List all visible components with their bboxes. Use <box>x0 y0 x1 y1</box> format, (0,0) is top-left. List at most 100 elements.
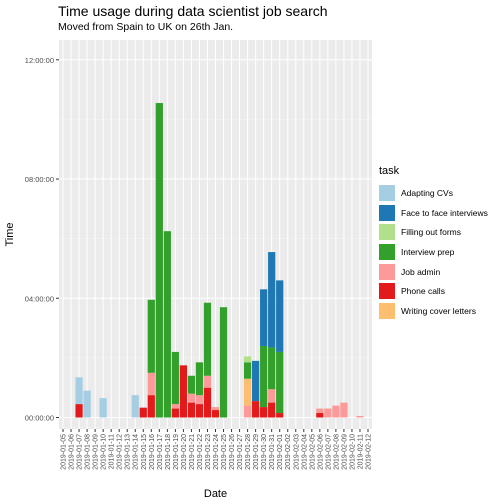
y-axis-title: Time <box>4 222 16 246</box>
bar-segment <box>356 416 364 418</box>
bar-segment <box>243 362 252 379</box>
legend-label: Adapting CVs <box>401 188 453 198</box>
bar-segment <box>276 351 284 414</box>
legend-item: Filling out forms <box>379 223 488 241</box>
chart-title: Time usage during data scientist job sea… <box>58 3 328 19</box>
bar-segment <box>276 280 284 352</box>
bar-segment <box>268 389 276 403</box>
x-tick-label: 2019-02-02 <box>285 434 292 470</box>
legend-swatch <box>379 263 395 280</box>
x-tick-label: 2019-01-14 <box>133 434 140 470</box>
bar-segment <box>252 360 260 402</box>
x-tick-label: 2019-01-30 <box>261 434 268 470</box>
bar-segment <box>324 408 332 418</box>
bar-segment <box>163 231 171 418</box>
bar-segment <box>75 377 83 405</box>
legend-item: Job admin <box>379 263 488 281</box>
legend-swatch <box>379 244 395 261</box>
bar-segment <box>268 347 276 390</box>
legend-item: Writing cover letters <box>379 302 488 320</box>
x-tick-label: 2019-02-07 <box>325 434 332 470</box>
legend-label: Interview prep <box>401 247 455 258</box>
x-tick-label: 2019-02-11 <box>357 434 364 469</box>
x-tick-label: 2019-01-31 <box>269 434 276 470</box>
x-tick-label: 2019-01-16 <box>149 434 156 470</box>
x-tick-label: 2019-01-23 <box>205 434 212 470</box>
x-tick-label: 2019-02-01 <box>277 434 284 470</box>
x-tick-label: 2019-01-13 <box>125 434 132 470</box>
bar-segment <box>276 413 284 418</box>
bar-segment <box>187 375 196 394</box>
legend-label: Filling out forms <box>401 227 461 238</box>
bar-segment <box>171 408 179 418</box>
y-tick-label: 04:00:00 <box>25 294 54 303</box>
x-axis-title: Date <box>204 488 227 500</box>
bar-segment <box>260 289 268 346</box>
bar-segment <box>243 356 252 363</box>
bar-segment <box>203 302 212 376</box>
legend: Adapting CVs Face to face interviews Filli… <box>379 184 488 322</box>
x-tick-label: 2019-01-06 <box>69 434 76 470</box>
bar-segment <box>316 413 324 418</box>
legend-item: Interview prep <box>379 243 488 261</box>
bar-segment <box>195 362 204 396</box>
legend-swatch <box>379 224 395 241</box>
x-tick-label: 2019-01-19 <box>173 434 180 470</box>
x-tick-label: 2019-01-20 <box>181 434 188 470</box>
y-tick-label: 00:00:00 <box>25 414 54 423</box>
bar-segment <box>195 404 204 418</box>
legend-swatch <box>379 283 395 300</box>
bar-segment <box>260 345 268 408</box>
x-tick-label: 2019-01-08 <box>85 434 92 470</box>
chart-subtitle: Moved from Spain to UK on 26th Jan. <box>58 21 234 33</box>
bar-segment <box>219 307 228 418</box>
bar-segment <box>268 402 276 418</box>
x-tick-label: 2019-02-09 <box>341 434 348 470</box>
x-tick-label: 2019-01-12 <box>117 434 124 470</box>
y-tick-label: 08:00:00 <box>25 175 54 184</box>
x-tick-label: 2019-01-21 <box>189 434 196 470</box>
x-tick-label: 2019-01-10 <box>101 434 108 470</box>
x-tick-label: 2019-01-25 <box>221 434 228 470</box>
x-tick-label: 2019-01-07 <box>77 434 84 470</box>
bar-segment <box>147 372 155 396</box>
x-tick-label: 2019-01-22 <box>197 434 204 470</box>
bar-segment <box>211 407 220 411</box>
x-tick-label: 2019-02-04 <box>301 434 308 470</box>
bar-segment <box>252 401 260 418</box>
x-tick-label: 2019-01-26 <box>229 434 236 470</box>
bar-segment <box>195 395 204 405</box>
x-tick-label: 2019-01-15 <box>141 434 148 470</box>
bar-segment <box>187 393 196 403</box>
x-tick-label: 2019-01-09 <box>93 434 100 470</box>
legend-swatch <box>379 303 395 320</box>
bar-segment <box>99 398 107 418</box>
x-tick-label: 2019-02-06 <box>317 434 324 470</box>
legend-label: Phone calls <box>401 286 445 297</box>
bar-segment <box>83 390 91 418</box>
bar-segment <box>147 395 155 418</box>
bar-segment <box>260 407 268 418</box>
y-tick-label: 12:00:00 <box>25 56 54 65</box>
bar-segment <box>155 103 163 418</box>
bar-segment <box>243 378 252 406</box>
x-tick-label: 2019-01-29 <box>253 434 260 470</box>
x-tick-label: 2019-01-27 <box>237 434 244 470</box>
x-tick-label: 2019-01-17 <box>157 434 164 470</box>
bar-segment <box>147 299 155 373</box>
bar-segment <box>316 408 324 414</box>
bar-segment <box>171 351 179 405</box>
x-tick-label: 2019-01-18 <box>165 434 172 470</box>
legend-label: Face to face interviews <box>401 207 488 218</box>
bar-segment <box>340 402 348 418</box>
x-tick-label: 2019-01-24 <box>213 434 220 470</box>
bar-segment <box>179 365 188 418</box>
bar-segment <box>268 252 276 348</box>
x-tick-label: 2019-02-08 <box>333 434 340 470</box>
x-tick-label: 2019-01-28 <box>245 434 252 470</box>
bar-segment <box>203 375 212 388</box>
legend-swatch <box>379 204 395 221</box>
legend-item: Face to face interviews <box>379 204 488 222</box>
x-tick-label: 2019-01-05 <box>61 434 68 470</box>
